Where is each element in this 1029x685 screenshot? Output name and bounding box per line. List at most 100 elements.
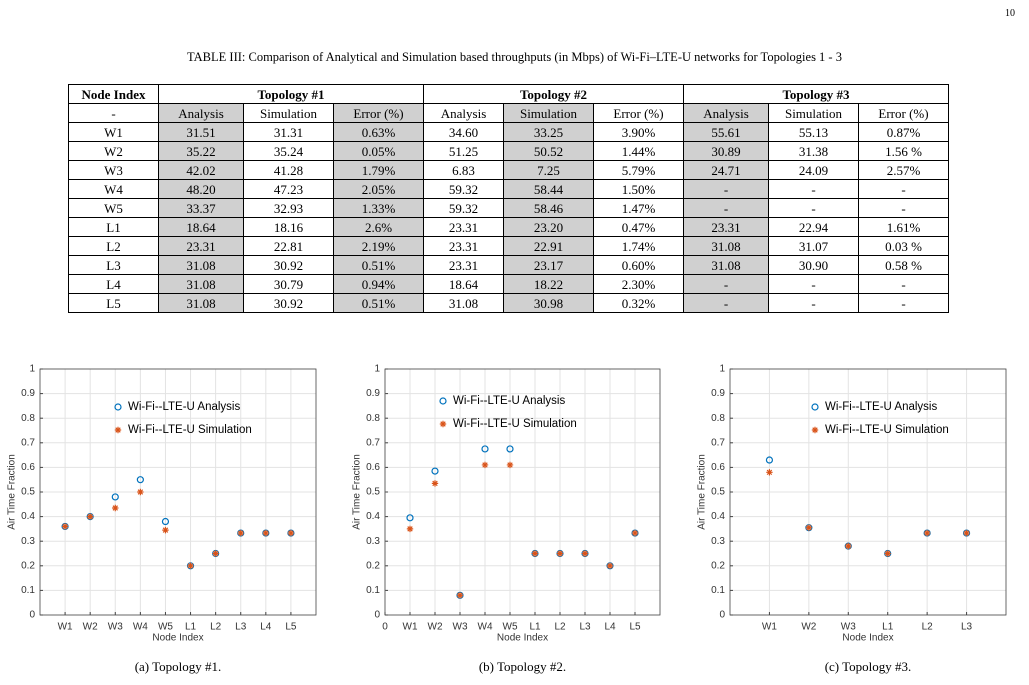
table-cell: Analysis bbox=[158, 103, 244, 123]
y-tick-label: 0.2 bbox=[711, 560, 725, 571]
x-tick-label: W2 bbox=[83, 622, 98, 633]
table-cell: W4 bbox=[68, 179, 159, 199]
table-cell: 22.91 bbox=[503, 236, 594, 256]
data-point bbox=[556, 550, 564, 557]
table-cell: Simulation bbox=[768, 103, 859, 123]
legend-label: Wi-Fi--LTE-U Analysis bbox=[128, 401, 240, 413]
table-cell: 1.61% bbox=[858, 217, 949, 237]
table-cell: - bbox=[683, 198, 769, 218]
data-point bbox=[111, 493, 119, 501]
data-point bbox=[581, 550, 589, 557]
x-tick-label: W3 bbox=[453, 622, 468, 633]
table-cell: Topology #2 bbox=[423, 84, 684, 104]
table-row: L3 31.08 30.92 0.51% 23.31 23.17 0.60% 31.08 30.… bbox=[68, 255, 949, 275]
table-cell: L5 bbox=[68, 293, 159, 313]
table-row: L2 23.31 22.81 2.19% 23.31 22.91 1.74% 31.08 31.… bbox=[68, 236, 949, 256]
table-cell: 23.31 bbox=[683, 217, 769, 237]
figure-caption: (a) Topology #1. bbox=[135, 659, 222, 674]
table-cell: 35.24 bbox=[243, 141, 334, 161]
y-tick-label: 0.9 bbox=[711, 388, 725, 399]
legend-marker bbox=[439, 397, 447, 405]
data-point bbox=[631, 529, 639, 537]
data-point bbox=[161, 517, 170, 526]
table-cell: 2.30% bbox=[593, 274, 684, 294]
table-cell: W5 bbox=[68, 198, 159, 218]
table-cell: - bbox=[768, 179, 859, 199]
y-tick-label: 0.9 bbox=[366, 388, 380, 399]
x-tick-label: L4 bbox=[260, 622, 272, 633]
table-cell: 0.51% bbox=[333, 255, 424, 275]
table-cell: 1.79% bbox=[333, 160, 424, 180]
table-cell: 1.74% bbox=[593, 236, 684, 256]
legend-marker bbox=[811, 403, 819, 411]
x-tick-label: W1 bbox=[762, 622, 777, 633]
table-cell: - bbox=[768, 293, 859, 313]
y-axis-label: Air Time Fraction bbox=[7, 454, 18, 530]
table-cell: 2.57% bbox=[858, 160, 949, 180]
table-cell: 2.05% bbox=[333, 179, 424, 199]
legend-marker bbox=[114, 403, 122, 411]
y-tick-label: 0.8 bbox=[366, 413, 380, 424]
data-point bbox=[506, 445, 514, 453]
table-cell: L4 bbox=[68, 274, 159, 294]
table-cell: 30.92 bbox=[243, 293, 334, 313]
table-cell: 31.08 bbox=[158, 293, 244, 313]
table-row: W2 35.22 35.24 0.05% 51.25 50.52 1.44% 30.89 31.… bbox=[68, 141, 949, 161]
data-point bbox=[212, 550, 219, 557]
table-cell: 48.20 bbox=[158, 179, 244, 199]
y-tick-label: 0.6 bbox=[21, 462, 35, 473]
table-cell: 30.79 bbox=[243, 274, 334, 294]
table-cell: 1.47% bbox=[593, 198, 684, 218]
y-tick-label: 0.5 bbox=[21, 487, 35, 498]
legend-label: Wi-Fi--LTE-U Analysis bbox=[825, 401, 937, 413]
table-row: L1 18.64 18.16 2.6% 23.31 23.20 0.47% 23.31 22.9… bbox=[68, 217, 949, 237]
x-tick-label: L2 bbox=[210, 622, 222, 633]
table-cell: Simulation bbox=[243, 103, 334, 123]
table-cell: 58.46 bbox=[503, 198, 594, 218]
table-row: Node Index Topology #1 Topology #2 Topology… bbox=[68, 84, 949, 104]
y-tick-label: 0.7 bbox=[711, 437, 725, 448]
y-tick-label: 0.4 bbox=[711, 511, 725, 522]
table-cell: 31.08 bbox=[158, 274, 244, 294]
table-row: L4 31.08 30.79 0.94% 18.64 18.22 2.30% - - - bbox=[68, 274, 949, 294]
table-cell: 51.25 bbox=[423, 141, 504, 161]
y-tick-label: 0.3 bbox=[711, 536, 725, 547]
x-tick-label: W3 bbox=[108, 622, 123, 633]
table-cell: L2 bbox=[68, 236, 159, 256]
table-cell: 18.16 bbox=[243, 217, 334, 237]
table-cell: 0.47% bbox=[593, 217, 684, 237]
table-caption: TABLE III: Comparison of Analytical and … bbox=[187, 50, 842, 64]
table-row: - Analysis Simulation Error (%) Analysis Simu… bbox=[68, 103, 949, 123]
table-cell: 32.93 bbox=[243, 198, 334, 218]
table-cell: - bbox=[858, 274, 949, 294]
table-cell: L3 bbox=[68, 255, 159, 275]
table-cell: 1.44% bbox=[593, 141, 684, 161]
legend-marker bbox=[811, 426, 819, 434]
data-point bbox=[481, 445, 489, 453]
data-point bbox=[845, 542, 852, 550]
y-tick-label: 0.7 bbox=[366, 437, 380, 448]
data-point bbox=[456, 592, 464, 599]
table-cell: 1.50% bbox=[593, 179, 684, 199]
y-tick-label: 0.4 bbox=[21, 511, 35, 522]
table-cell: 18.64 bbox=[158, 217, 244, 237]
data-point bbox=[287, 529, 295, 537]
table-cell: - bbox=[68, 103, 159, 123]
table-cell: 55.61 bbox=[683, 122, 769, 142]
x-tick-label: L5 bbox=[629, 622, 641, 633]
data-point bbox=[431, 480, 439, 487]
table-cell: 23.31 bbox=[423, 236, 504, 256]
x-tick-label: W2 bbox=[428, 622, 443, 633]
legend-label: Wi-Fi--LTE-U Simulation bbox=[825, 424, 949, 436]
x-tick-label: L1 bbox=[529, 622, 541, 633]
table-cell: 23.17 bbox=[503, 255, 594, 275]
data-point bbox=[137, 488, 144, 496]
y-tick-label: 1 bbox=[29, 364, 35, 375]
table-cell: 0.58 % bbox=[858, 255, 949, 275]
figure-caption: (b) Topology #2. bbox=[479, 659, 566, 674]
table-cell: 18.64 bbox=[423, 274, 504, 294]
y-tick-label: 0.1 bbox=[366, 585, 380, 596]
data-point bbox=[884, 550, 891, 557]
table-cell: 30.90 bbox=[768, 255, 859, 275]
